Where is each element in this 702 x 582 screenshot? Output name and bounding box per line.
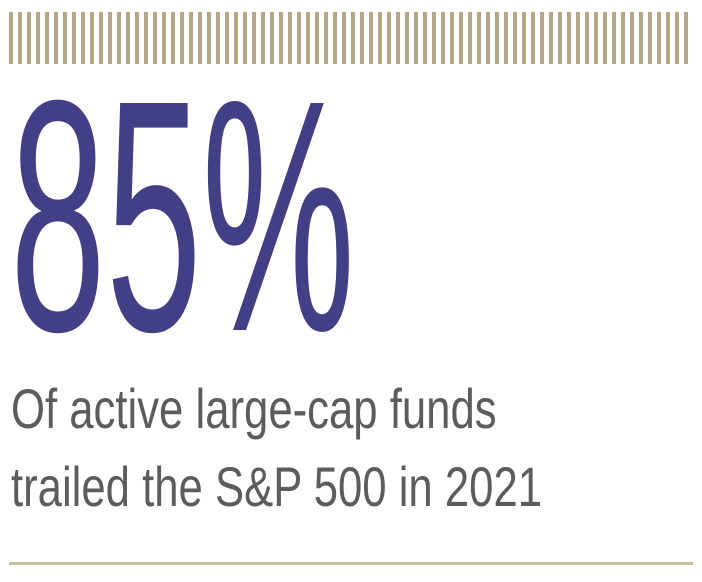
big-statistic: 85% [10, 31, 355, 400]
bottom-divider [9, 562, 693, 565]
caption-line-2: trailed the S&P 500 in 2021 [11, 455, 543, 518]
caption-line-1: Of active large-cap funds [11, 377, 497, 440]
statistic-caption: Of active large-cap funds trailed the S&… [11, 370, 691, 526]
decorative-stripe-band [9, 12, 693, 64]
statistic-value: 85% [10, 31, 355, 400]
